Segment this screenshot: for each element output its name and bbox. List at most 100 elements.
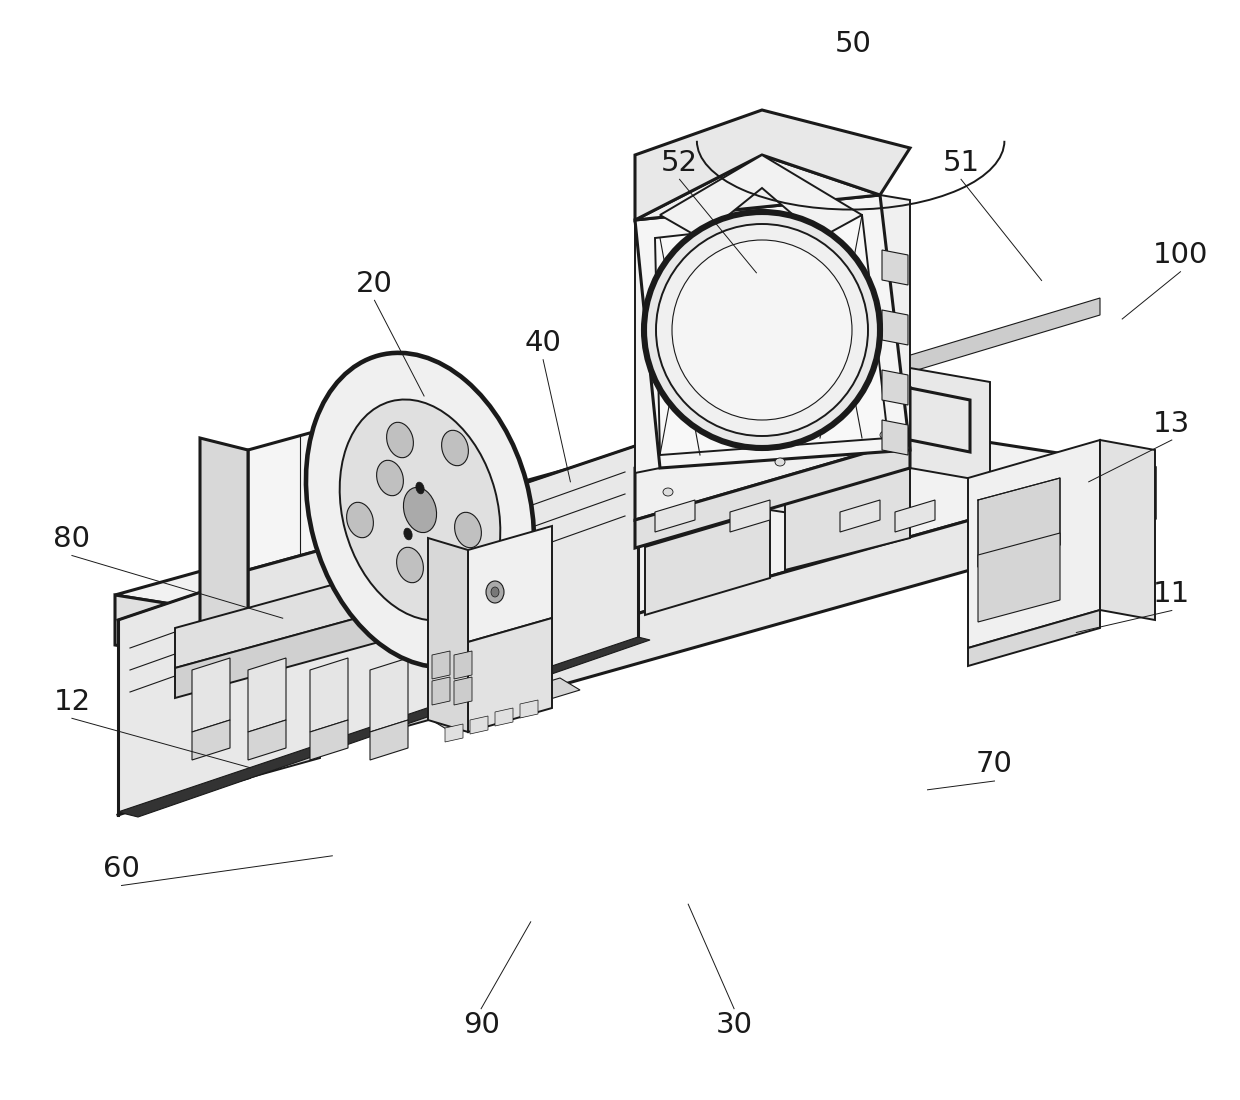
Ellipse shape (491, 587, 498, 597)
Ellipse shape (455, 513, 481, 548)
Polygon shape (200, 438, 248, 644)
Polygon shape (730, 500, 770, 532)
Polygon shape (655, 214, 888, 455)
Ellipse shape (347, 503, 373, 538)
Polygon shape (248, 720, 286, 760)
Ellipse shape (387, 422, 413, 458)
Polygon shape (785, 468, 910, 570)
Polygon shape (880, 195, 910, 450)
Polygon shape (910, 368, 990, 482)
Polygon shape (248, 535, 374, 644)
Polygon shape (1100, 440, 1154, 620)
Polygon shape (200, 660, 270, 718)
Polygon shape (895, 500, 935, 532)
Polygon shape (401, 628, 472, 688)
Polygon shape (968, 610, 1100, 665)
Polygon shape (192, 658, 229, 732)
Circle shape (644, 212, 880, 448)
Polygon shape (310, 720, 348, 760)
Polygon shape (432, 676, 450, 705)
Polygon shape (495, 708, 513, 726)
Circle shape (656, 224, 868, 436)
Ellipse shape (397, 548, 423, 583)
Polygon shape (1100, 460, 1154, 518)
Polygon shape (248, 415, 374, 570)
Polygon shape (118, 637, 650, 817)
Polygon shape (635, 110, 910, 220)
Text: 40: 40 (525, 329, 562, 358)
Polygon shape (635, 440, 910, 548)
Text: 70: 70 (976, 750, 1013, 779)
Polygon shape (635, 214, 660, 473)
Polygon shape (428, 678, 580, 730)
Polygon shape (645, 408, 770, 547)
Polygon shape (401, 668, 472, 728)
Polygon shape (635, 195, 910, 468)
Polygon shape (882, 420, 908, 455)
Ellipse shape (441, 430, 469, 465)
Polygon shape (770, 408, 848, 522)
Polygon shape (785, 368, 910, 500)
Ellipse shape (306, 353, 534, 667)
Ellipse shape (403, 487, 436, 532)
Polygon shape (635, 155, 880, 220)
Circle shape (672, 240, 852, 420)
Polygon shape (432, 651, 450, 679)
Ellipse shape (880, 431, 890, 439)
Polygon shape (454, 676, 472, 705)
Text: 20: 20 (356, 270, 393, 298)
Polygon shape (470, 716, 489, 734)
Polygon shape (192, 720, 229, 760)
Polygon shape (128, 680, 200, 738)
Text: 100: 100 (1153, 241, 1208, 270)
Polygon shape (128, 625, 200, 700)
Polygon shape (882, 310, 908, 345)
Text: 51: 51 (942, 148, 980, 177)
Polygon shape (639, 298, 1100, 454)
Text: 13: 13 (1153, 409, 1190, 438)
Text: 90: 90 (463, 1011, 500, 1040)
Polygon shape (910, 388, 970, 452)
Text: 60: 60 (103, 855, 140, 883)
Polygon shape (179, 738, 250, 798)
Polygon shape (115, 410, 1154, 654)
Text: 50: 50 (835, 30, 872, 58)
Text: 52: 52 (661, 148, 698, 177)
Ellipse shape (404, 528, 412, 540)
Polygon shape (978, 478, 1060, 566)
Ellipse shape (775, 458, 785, 466)
Polygon shape (445, 724, 463, 743)
Polygon shape (248, 678, 320, 738)
Polygon shape (520, 700, 538, 718)
Polygon shape (645, 510, 770, 615)
Polygon shape (968, 440, 1100, 648)
Polygon shape (655, 500, 694, 532)
Polygon shape (370, 658, 408, 732)
Text: 12: 12 (53, 688, 91, 716)
Polygon shape (454, 651, 472, 679)
Polygon shape (660, 155, 862, 238)
Polygon shape (175, 558, 430, 668)
Polygon shape (428, 538, 467, 732)
Text: 30: 30 (715, 1011, 753, 1040)
Polygon shape (370, 720, 408, 760)
Polygon shape (248, 718, 320, 778)
Polygon shape (179, 698, 250, 758)
Polygon shape (490, 468, 1154, 705)
Text: 80: 80 (53, 525, 91, 553)
Ellipse shape (663, 488, 673, 496)
Polygon shape (310, 658, 348, 732)
Polygon shape (467, 618, 552, 732)
Polygon shape (467, 526, 552, 642)
Polygon shape (118, 446, 639, 815)
Ellipse shape (486, 581, 503, 603)
Polygon shape (635, 388, 910, 520)
Polygon shape (115, 595, 490, 705)
Text: 11: 11 (1153, 580, 1190, 608)
Polygon shape (882, 370, 908, 405)
Polygon shape (978, 534, 1060, 622)
Ellipse shape (415, 482, 424, 494)
Ellipse shape (340, 399, 500, 620)
Ellipse shape (377, 460, 403, 496)
Polygon shape (882, 250, 908, 285)
